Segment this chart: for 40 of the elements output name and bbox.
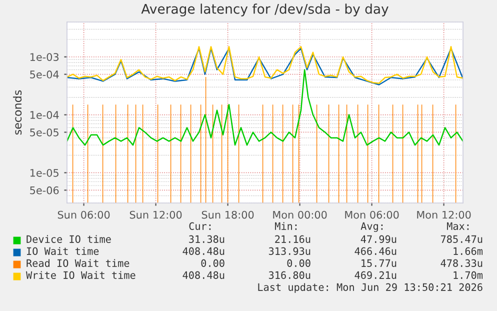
y-tick-label: 5e-06 — [30, 186, 59, 194]
legend-label: IO Wait time — [26, 247, 99, 255]
text: 31.38u — [189, 235, 224, 243]
text: 408.48u — [182, 271, 224, 279]
text: 47.99u — [360, 235, 396, 243]
text: Max: — [447, 222, 469, 230]
y-axis-title: seconds — [13, 90, 22, 135]
text: Min: — [275, 222, 297, 230]
y-tick-label: 1e-05 — [30, 168, 58, 177]
text: 1.70m — [454, 271, 483, 279]
text: 15.77u — [362, 259, 396, 267]
text: Last update: Mon Jun 29 13:50:21 2026 — [258, 283, 482, 293]
chart-title: Average latency for /dev/sda - by day — [141, 4, 388, 16]
x-tick-label: Mon 00:00 — [273, 210, 327, 219]
y-tick-label: 5e-04 — [30, 70, 59, 78]
text: 316.80u — [268, 271, 310, 279]
text: 313.93u — [268, 247, 310, 255]
y-tick-label: 1e-04 — [30, 111, 59, 119]
x-tick-label: Sun 18:00 — [202, 210, 254, 219]
text: 478.33u — [440, 259, 482, 267]
text: 21.16u — [275, 235, 310, 243]
text: 1.66m — [454, 247, 483, 255]
x-tick-label: Mon 12:00 — [417, 210, 471, 219]
y-tick-label: 5e-05 — [30, 128, 58, 136]
text: 469.21u — [354, 271, 396, 279]
x-tick-label: Sun 06:00 — [58, 210, 110, 219]
legend-label: Write IO Wait time — [26, 271, 136, 279]
x-tick-label: Mon 06:00 — [345, 210, 399, 219]
legend-label: Read IO Wait time — [26, 259, 130, 267]
text: 0.00 — [287, 259, 310, 267]
text: 408.48u — [182, 247, 224, 255]
x-tick-label: Sun 12:00 — [130, 210, 182, 219]
text: 466.46u — [354, 247, 396, 255]
text: Cur: — [189, 222, 211, 230]
legend-label: Device IO time — [26, 235, 111, 243]
text: 785.47u — [440, 235, 482, 243]
text: Avg: — [360, 222, 383, 232]
y-tick-label: 1e-03 — [30, 53, 59, 61]
text: 0.00 — [201, 259, 224, 267]
line-series — [67, 69, 463, 146]
